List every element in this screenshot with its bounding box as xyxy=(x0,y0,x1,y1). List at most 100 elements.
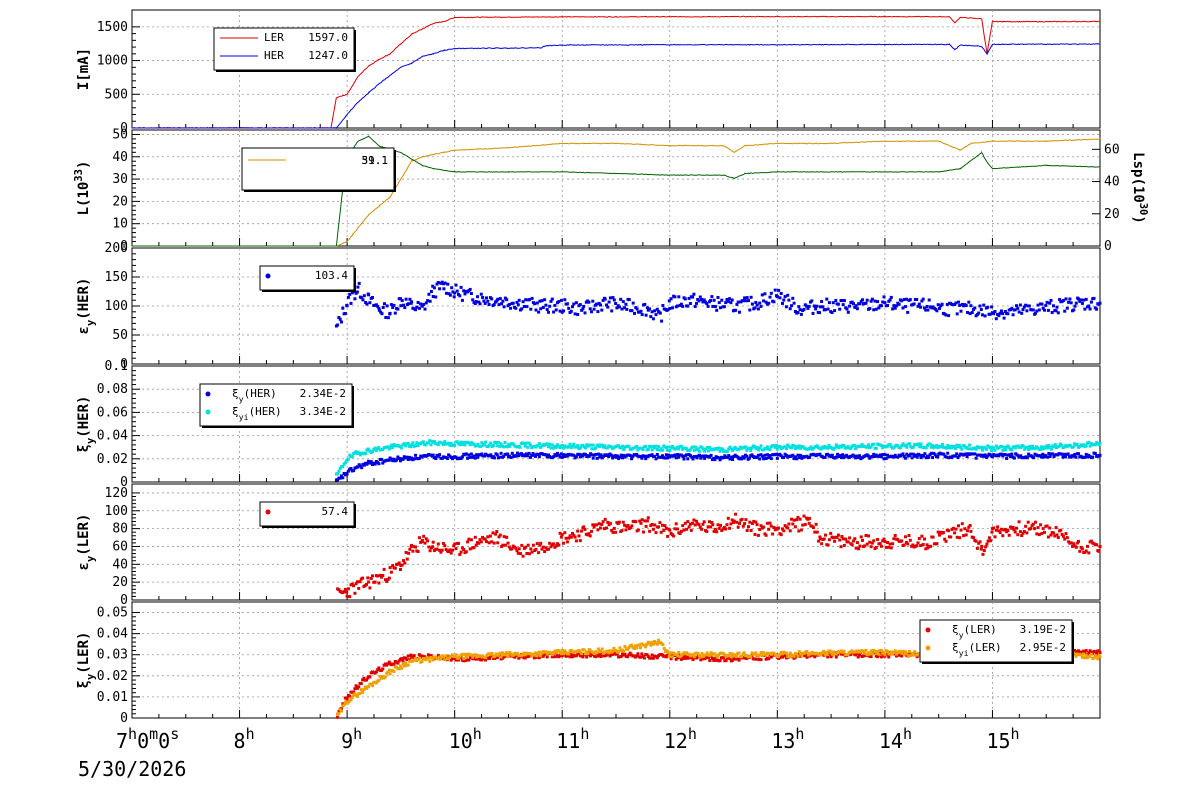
data-point xyxy=(603,297,607,301)
data-point xyxy=(445,291,448,295)
y-axis-label: ξy(HER) xyxy=(76,396,97,453)
data-point xyxy=(573,535,577,539)
data-point xyxy=(929,544,932,548)
data-point xyxy=(446,282,450,286)
data-point xyxy=(915,298,919,301)
data-point xyxy=(896,455,900,459)
data-point xyxy=(730,298,734,302)
data-point xyxy=(763,453,767,457)
legend-box xyxy=(199,383,353,427)
data-point xyxy=(709,453,713,457)
data-point xyxy=(814,522,818,526)
legend-value: 51.1 xyxy=(362,154,389,167)
data-point xyxy=(831,301,835,305)
data-point xyxy=(1098,545,1102,548)
data-point xyxy=(389,570,393,574)
data-point xyxy=(519,452,523,456)
data-point xyxy=(1015,526,1018,530)
data-point xyxy=(708,659,712,663)
data-point xyxy=(893,306,897,310)
data-point xyxy=(414,453,417,457)
data-point xyxy=(508,650,512,654)
data-point xyxy=(480,452,484,456)
data-point xyxy=(455,289,459,293)
data-point xyxy=(462,548,466,551)
data-point xyxy=(406,654,410,658)
data-point xyxy=(1038,447,1042,451)
data-point xyxy=(373,462,377,466)
data-point xyxy=(854,653,858,657)
data-point xyxy=(735,520,739,524)
series-line xyxy=(132,42,1101,130)
data-point xyxy=(506,443,510,447)
data-point xyxy=(519,552,522,556)
data-point xyxy=(807,521,811,525)
data-point xyxy=(726,299,730,303)
data-point xyxy=(576,313,580,316)
data-point xyxy=(484,658,488,662)
data-point xyxy=(428,549,432,553)
data-point xyxy=(462,657,466,661)
data-point xyxy=(498,444,502,448)
data-point xyxy=(815,304,819,308)
data-point xyxy=(692,292,696,296)
data-point xyxy=(818,305,822,309)
data-point xyxy=(491,531,495,535)
data-point xyxy=(938,533,941,537)
data-point xyxy=(434,457,438,460)
data-point xyxy=(617,305,621,309)
data-point xyxy=(571,655,574,659)
data-point xyxy=(938,306,941,310)
y-right-tick-label: 60 xyxy=(1104,142,1120,157)
legend-swatch xyxy=(265,273,271,279)
panel-4: 00.020.040.060.080.1ξy(HER)ξy(HER) 2.34E-… xyxy=(76,359,1102,490)
x-tick-label: 9h xyxy=(341,725,362,753)
data-point xyxy=(973,306,977,310)
data-point xyxy=(1061,534,1065,538)
data-point xyxy=(653,523,657,527)
data-point xyxy=(471,298,475,302)
data-point xyxy=(784,454,788,457)
y-axis-label: I[mA] xyxy=(76,48,92,90)
data-point xyxy=(993,535,997,539)
data-point xyxy=(367,685,371,688)
data-point xyxy=(557,543,561,547)
data-point xyxy=(859,299,863,303)
data-point xyxy=(474,543,478,547)
data-point xyxy=(1013,530,1017,534)
data-point xyxy=(699,655,703,659)
data-point xyxy=(600,308,604,312)
data-point xyxy=(552,310,556,314)
data-point xyxy=(813,655,817,659)
data-point xyxy=(521,300,525,304)
data-point xyxy=(769,291,773,295)
data-point xyxy=(782,529,786,533)
data-point xyxy=(385,580,389,583)
data-point xyxy=(1087,304,1091,308)
data-point xyxy=(685,453,689,457)
data-point xyxy=(958,536,962,540)
data-point xyxy=(793,447,797,451)
data-point xyxy=(753,306,757,310)
data-point xyxy=(765,445,769,449)
data-point xyxy=(383,675,387,679)
data-point xyxy=(532,656,536,660)
data-point xyxy=(571,444,574,448)
data-point xyxy=(686,304,690,308)
data-point xyxy=(966,447,970,451)
data-point xyxy=(496,541,500,545)
data-point xyxy=(447,550,451,554)
data-point xyxy=(754,657,758,661)
data-point xyxy=(412,457,416,461)
data-point xyxy=(859,444,863,448)
data-point xyxy=(535,542,539,546)
data-point xyxy=(574,445,578,449)
data-point xyxy=(371,574,374,578)
data-point xyxy=(741,299,745,303)
data-point xyxy=(820,542,824,546)
data-point xyxy=(431,540,435,544)
data-point xyxy=(554,308,558,312)
data-point xyxy=(841,453,845,457)
data-point xyxy=(357,685,361,689)
